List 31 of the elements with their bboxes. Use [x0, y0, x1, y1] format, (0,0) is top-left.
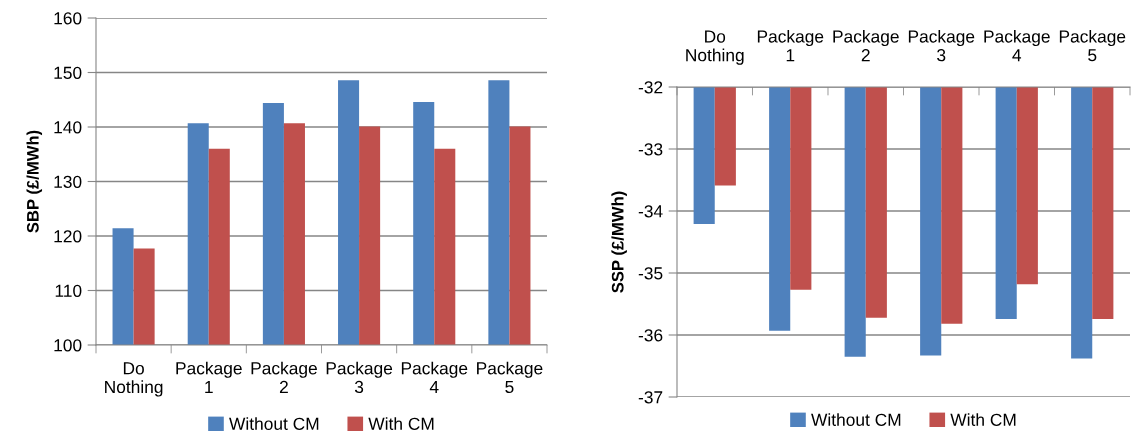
- y-tick-label: 100: [54, 339, 82, 352]
- x-tick-label: Package 2: [251, 361, 317, 393]
- x-tick-label: Package 4: [984, 29, 1050, 62]
- x-tick-label: Package 3: [326, 361, 393, 394]
- y-tick-label: -34: [638, 205, 663, 218]
- y-tick-label: 120: [54, 230, 82, 243]
- y-tick-label: 130: [54, 175, 82, 188]
- y-tick-label: -32: [638, 81, 663, 94]
- legend-label: Without CM: [811, 413, 901, 426]
- legend-label: With CM: [950, 413, 1016, 426]
- legend-label: Without CM: [229, 417, 319, 430]
- y-tick-label: -35: [638, 267, 663, 280]
- x-tick-label: Do Nothing: [105, 362, 163, 397]
- y-tick-label: 160: [54, 12, 82, 25]
- x-tick-label: Package 5: [1059, 29, 1126, 62]
- y-axis-title: SSP (£/MWh): [611, 191, 627, 293]
- y-tick-label: -36: [638, 329, 663, 342]
- x-tick-label: Package 2: [833, 29, 899, 62]
- x-tick-label: Package 4: [401, 361, 468, 393]
- x-tick-label: Package 5: [477, 361, 543, 394]
- legend-label: With CM: [368, 417, 434, 430]
- x-tick-label: Package 1: [757, 29, 824, 62]
- y-tick-label: -37: [638, 391, 663, 404]
- y-axis-title: SBP (£/MWh): [26, 130, 43, 233]
- x-tick-label: Do Nothing: [686, 30, 744, 65]
- y-tick-label: 150: [54, 66, 82, 79]
- y-tick-label: -33: [638, 143, 663, 156]
- y-tick-label: 110: [55, 284, 82, 297]
- x-tick-label: Package 3: [908, 29, 975, 62]
- x-tick-label: Package 1: [176, 361, 242, 393]
- y-tick-label: 140: [54, 121, 82, 134]
